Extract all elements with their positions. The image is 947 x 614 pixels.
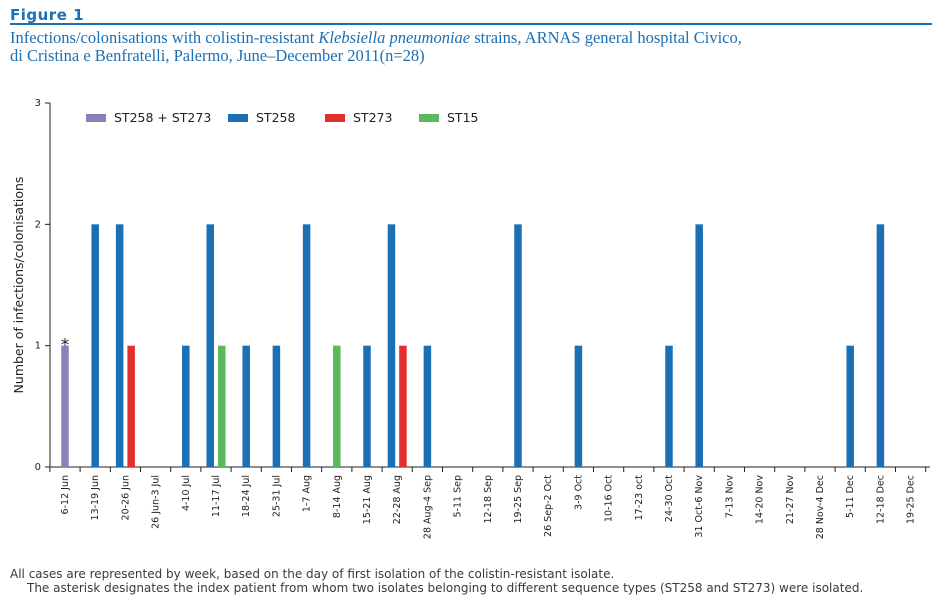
bar-st258 [115,224,124,467]
chart-bars: * [61,224,885,467]
x-tick-label: 31 Oct-6 Nov [694,475,705,538]
bar-st258 [423,345,432,467]
bar-chart: 0 1 2 3 Number of infections/colonisations 6-… [11,98,930,539]
chart-axes: 0 1 2 3 Number of infections/colonisations 6-… [11,98,930,539]
x-tick-label: 24-30 Oct [664,475,675,522]
bar-st258 [695,224,703,467]
y-tick-label: 1 [35,341,41,352]
x-tick-label: 12-18 Dec [875,475,886,524]
x-tick-label: 20-26 Jun [120,475,131,520]
chart-legend: ST258 + ST273 ST258 ST273 ST15 [86,110,478,125]
x-tick-label: 26 Jun-3 Jul [151,475,162,529]
x-tick-label: 6-12 Jun [60,475,71,514]
asterisk-annotation: * [61,336,70,356]
title-text-line2: di Cristina e Benfratelli, Palermo, June… [10,46,425,65]
bar-st258 [242,345,250,467]
x-tick-label: 8-14 Aug [332,475,343,518]
bar-st258 [574,345,583,467]
x-tick-label: 13-19 Jun [90,475,101,520]
x-tick-label: 28 Aug-4 Sep [422,475,433,539]
y-tick-label: 0 [35,462,41,473]
title-text-post: strains, ARNAS general hospital Civico, [470,28,742,47]
title-text-pre: Infections/colonisations with colistin-r… [10,28,319,47]
y-tick-label: 3 [35,98,41,109]
legend-label: ST273 [353,110,392,125]
footnote-weekly: All cases are represented by week, based… [10,567,615,581]
bar-st258 [387,224,396,467]
x-tick-label: 12-18 Sep [483,475,494,524]
x-tick-label: 11-17 Jul [211,475,222,517]
legend-swatch [325,114,345,122]
legend-label: ST15 [447,110,478,125]
x-tick-label: 3-9 Oct [573,475,584,510]
x-tick-label: 7-13 Nov [724,475,735,518]
legend-swatch [228,114,248,122]
legend-label: ST258 + ST273 [114,110,211,125]
title-rule [10,23,932,25]
title-text-species: Klebsiella pneumoniae [318,28,471,47]
x-tick-label: 4-10 Jul [181,475,192,511]
bar-st258 [846,345,854,467]
x-tick-label: 22-28 Aug [392,475,403,524]
bar-st258 [302,224,311,467]
x-tick-label: 19-25 Dec [906,475,917,524]
x-tick-label: 10-16 Oct [604,475,615,522]
bar-st15 [218,345,226,467]
x-tick-label: 14-20 Nov [755,475,766,525]
x-tick-label: 19-25 Sep [513,475,524,524]
bar-st258 [665,345,673,467]
legend-label: ST258 [256,110,295,125]
bar-st273 [127,345,135,467]
bar-st15 [333,345,341,467]
x-tick-label: 15-21 Aug [362,475,373,524]
bar-st258 [363,345,371,467]
y-tick-label: 2 [35,219,41,230]
bar-st273 [399,345,407,467]
x-tick-label: 21-27 Nov [785,475,796,525]
x-tick-label: 25-31 Jul [271,475,282,517]
bar-st258 [206,224,214,467]
legend-swatch [419,114,439,122]
bar-st258 [182,345,190,467]
legend-swatch [86,114,106,122]
figure-label: Figure 1 [10,6,85,24]
x-tick-label: 5-11 Dec [845,475,856,518]
bar-st258 [272,345,281,467]
x-tick-label: 1-7 Aug [302,475,313,512]
chart-title: Infections/colonisations with colistin-r… [10,29,910,65]
x-tick-label: 18-24 Jul [241,475,252,517]
footnote-asterisk: The asterisk designates the index patien… [27,581,864,595]
x-tick-label: 26 Sep-2 Oct [543,475,554,537]
x-tick-label: 28 Nov-4 Dec [815,475,826,539]
x-tick-label: 5-11 Sep [453,475,464,518]
bar-st258 [514,224,522,467]
x-tick-label: 17-23 oct [634,475,645,521]
bar-st258 [876,224,885,467]
y-axis-title: Number of infections/colonisations [11,177,26,394]
bar-st258-st273 [61,345,69,467]
bar-st258 [91,224,99,467]
